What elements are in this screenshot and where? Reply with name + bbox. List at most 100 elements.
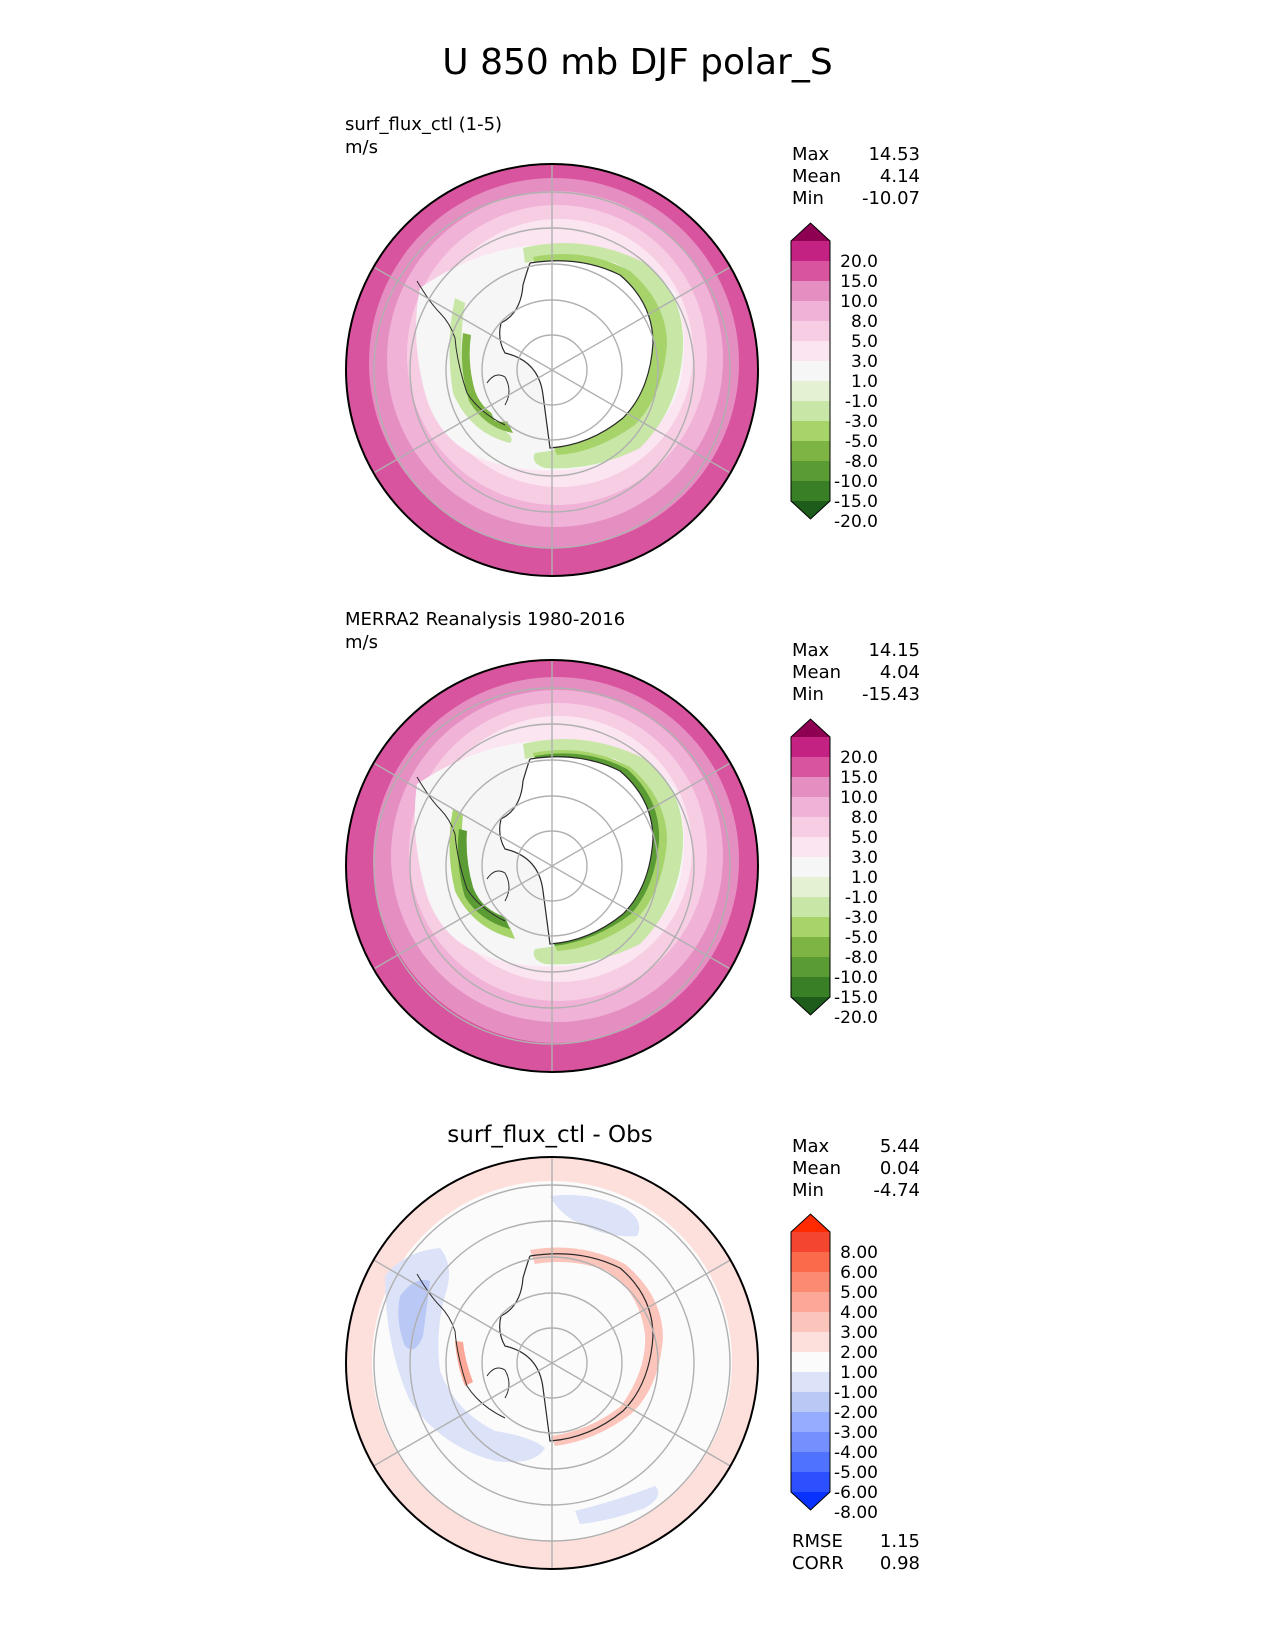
- panel1-units: m/s: [345, 137, 378, 158]
- panel3-colorbar-tick-label: 8.00: [840, 1243, 878, 1263]
- panel1-colorbar-segment: [791, 481, 830, 502]
- panel1-stats: Max 14.53 Mean 4.14 Min -10.07: [792, 144, 920, 210]
- panel1-colorbar-segment: [791, 361, 830, 382]
- panel1-colorbar-tick-label: 10.0: [840, 292, 878, 312]
- panel1-colorbar-segment: [791, 261, 830, 282]
- panel1-label: surf_flux_ctl (1-5) m/s: [345, 113, 502, 159]
- panel3-colorbar-segment: [791, 1372, 830, 1393]
- panel1-polar-map: [345, 163, 759, 577]
- corr-label: CORR: [792, 1553, 844, 1574]
- panel1-colorbar-segment: [791, 421, 830, 442]
- panel2-min-label: Min: [792, 684, 824, 705]
- panel2-colorbar-tick-label: 5.0: [851, 828, 878, 848]
- panel1-colorbar-outline: [790, 222, 831, 520]
- panel2-mean-label: Mean: [792, 662, 842, 683]
- panel1-colorbar-extend-bottom: [791, 501, 830, 519]
- panel3-colorbar-tick-label: -1.00: [834, 1383, 878, 1403]
- panel1-colorbar-tick-label: 20.0: [840, 252, 878, 272]
- panel2-colorbar-tick-label: 8.0: [851, 808, 878, 828]
- panel1-mean-label: Mean: [792, 166, 842, 187]
- panel3-min-label: Min: [792, 1180, 824, 1201]
- panel3-colorbar-segment: [791, 1432, 830, 1453]
- panel2-units: m/s: [345, 632, 378, 653]
- panel2-colorbar-extend-bottom: [791, 997, 830, 1015]
- panel2-stats: Max 14.15 Mean 4.04 Min -15.43: [792, 640, 920, 706]
- panel1-max-label: Max: [792, 144, 830, 165]
- panel2-colorbar-segment: [791, 757, 830, 778]
- panel2-colorbar-segment: [791, 917, 830, 938]
- panel3-colorbar-segment: [791, 1232, 830, 1253]
- panel2-colorbar-outline: [790, 718, 831, 1016]
- panel3-colorbar: 8.006.005.004.003.002.001.00-1.00-2.00-3…: [790, 1213, 878, 1523]
- panel3-colorbar-tick-label: 6.00: [840, 1263, 878, 1283]
- panel3-mean-label: Mean: [792, 1158, 842, 1179]
- panel1-min-label: Min: [792, 188, 824, 209]
- panel3-stats: Max 5.44 Mean 0.04 Min -4.74: [792, 1136, 920, 1202]
- panel3-colorbar-extend-bottom: [791, 1492, 830, 1510]
- panel2-max-value: 14.15: [868, 640, 920, 661]
- panel3-colorbar-segment: [791, 1412, 830, 1433]
- corr-value: 0.98: [879, 1553, 920, 1574]
- panel2-colorbar-tick-label: 1.0: [851, 868, 878, 888]
- panel1-colorbar-extend-top: [791, 223, 830, 241]
- panel2-colorbar-tick-label: -8.0: [845, 948, 878, 968]
- panel3-colorbar-tick-label: -4.00: [834, 1443, 878, 1463]
- panel2-colorbar-tick-label: 15.0: [840, 768, 878, 788]
- rmse-label: RMSE: [792, 1531, 843, 1552]
- panel3-colorbar-segment: [791, 1312, 830, 1333]
- panel1-colorbar-tick-label: -15.0: [834, 492, 878, 512]
- panel3-colorbar-segment: [791, 1452, 830, 1473]
- panel2-label: MERRA2 Reanalysis 1980-2016 m/s: [345, 608, 625, 654]
- panel2-colorbar-tick-label: -5.0: [845, 928, 878, 948]
- panel2-polar-map: [345, 659, 759, 1073]
- panel3-mean-value: 0.04: [879, 1158, 920, 1179]
- panel3-colorbar-tick-label: -2.00: [834, 1403, 878, 1423]
- panel1-max-value: 14.53: [868, 144, 920, 165]
- panel3-colorbar-segment: [791, 1332, 830, 1353]
- panel2-colorbar-segment: [791, 857, 830, 878]
- panel2-name: MERRA2 Reanalysis 1980-2016: [345, 609, 626, 630]
- panel2-colorbar-segment: [791, 977, 830, 998]
- panel3-colorbar-tick-label: -6.00: [834, 1483, 878, 1503]
- panel1-colorbar-tick-label: -5.0: [845, 432, 878, 452]
- panel2-colorbar-tick-label: -15.0: [834, 988, 878, 1008]
- panel2-colorbar-segment: [791, 957, 830, 978]
- panel1-colorbar-tick-label: 15.0: [840, 272, 878, 292]
- panel2-colorbar-segment: [791, 877, 830, 898]
- figure-title: U 850 mb DJF polar_S: [442, 42, 833, 83]
- panel2-colorbar-tick-label: -20.0: [834, 1008, 878, 1028]
- rmse-value: 1.15: [879, 1531, 920, 1552]
- panel2-colorbar-tick-label: 10.0: [840, 788, 878, 808]
- panel3-polar-map: [345, 1156, 759, 1570]
- panel2-mean-value: 4.04: [879, 662, 920, 683]
- panel2-colorbar-segment: [791, 737, 830, 758]
- panel1-colorbar-segment: [791, 461, 830, 482]
- panel3-colorbar-tick-label: 1.00: [840, 1363, 878, 1383]
- panel1-colorbar-tick-label: 5.0: [851, 332, 878, 352]
- panel3-colorbar-tick-label: -8.00: [834, 1503, 878, 1523]
- panel2-colorbar-segment: [791, 817, 830, 838]
- panel3-max-label: Max: [792, 1136, 830, 1157]
- panel1-colorbar-tick-label: -1.0: [845, 392, 878, 412]
- panel3-colorbar-tick-label: -5.00: [834, 1463, 878, 1483]
- panel2-colorbar-segment: [791, 777, 830, 798]
- panel1-colorbar-segment: [791, 381, 830, 402]
- panel2-colorbar-segment: [791, 797, 830, 818]
- panel1-colorbar-tick-label: 1.0: [851, 372, 878, 392]
- panel1-colorbar-segment: [791, 281, 830, 302]
- panel3-min-value: -4.74: [873, 1180, 920, 1201]
- panel2-colorbar: 20.015.010.08.05.03.01.0-1.0-3.0-5.0-8.0…: [790, 718, 878, 1028]
- panel2-min-value: -15.43: [861, 684, 920, 705]
- panel3-colorbar-segment: [791, 1352, 830, 1373]
- panel3-colorbar-tick-label: 3.00: [840, 1323, 878, 1343]
- panel3-colorbar-tick-label: 4.00: [840, 1303, 878, 1323]
- panel1-colorbar-segment: [791, 401, 830, 422]
- panel3-title: surf_flux_ctl - Obs: [447, 1122, 653, 1148]
- panel3-colorbar-tick-label: 2.00: [840, 1343, 878, 1363]
- panel1-colorbar-tick-label: 8.0: [851, 312, 878, 332]
- panel1-colorbar: 20.015.010.08.05.03.01.0-1.0-3.0-5.0-8.0…: [790, 222, 878, 532]
- panel2-colorbar-segment: [791, 897, 830, 918]
- panel3-colorbar-tick-label: 5.00: [840, 1283, 878, 1303]
- panel2-colorbar-tick-label: -1.0: [845, 888, 878, 908]
- panel1-colorbar-tick-label: -10.0: [834, 472, 878, 492]
